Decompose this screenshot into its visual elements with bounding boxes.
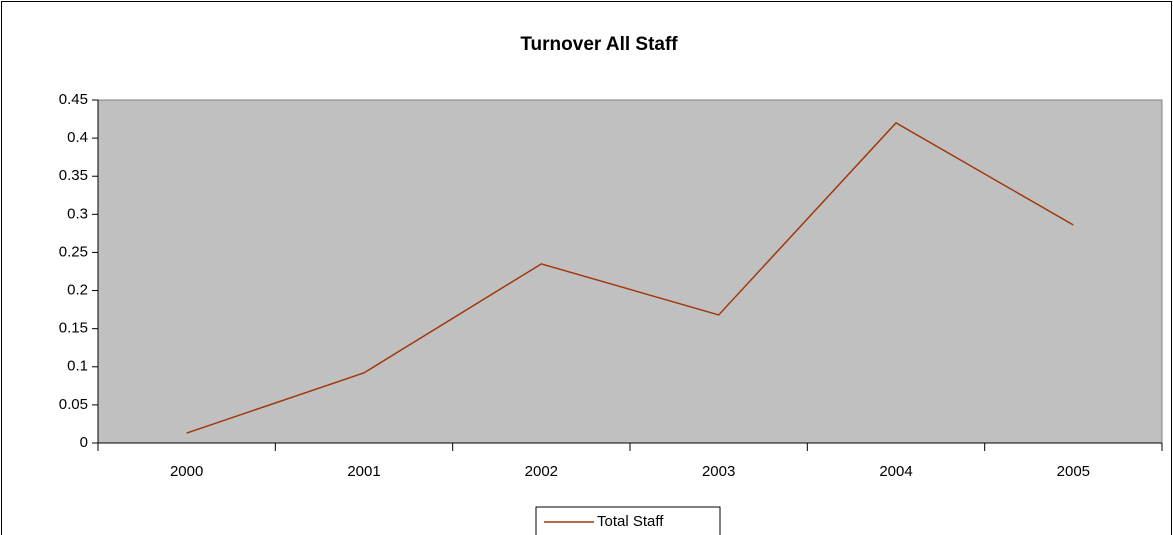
x-tick-label: 2002 [525,463,558,480]
x-tick-label: 2005 [1057,463,1090,480]
x-tick-label: 2004 [879,463,912,480]
y-tick-label: 0.25 [59,243,88,260]
x-tick-label: 2000 [170,463,203,480]
x-tick-label: 2001 [347,463,380,480]
y-tick-label: 0.2 [67,282,88,299]
y-tick-label: 0.45 [59,91,88,108]
legend-box [535,506,721,535]
chart-title: Turnover All Staff [520,34,678,55]
y-tick-label: 0.4 [67,129,88,146]
y-tick-label: 0.15 [59,320,88,337]
y-tick-label: 0 [80,434,88,451]
x-tick-label: 2003 [702,463,735,480]
y-tick-label: 0.1 [67,358,88,375]
data-line [186,121,1074,434]
y-tick-label: 0.35 [59,167,88,184]
y-tick-label: 0.3 [67,205,88,222]
plot-area [97,99,1163,444]
legend-label: Total Staff [597,513,664,530]
y-tick-label: 0.05 [59,396,88,413]
